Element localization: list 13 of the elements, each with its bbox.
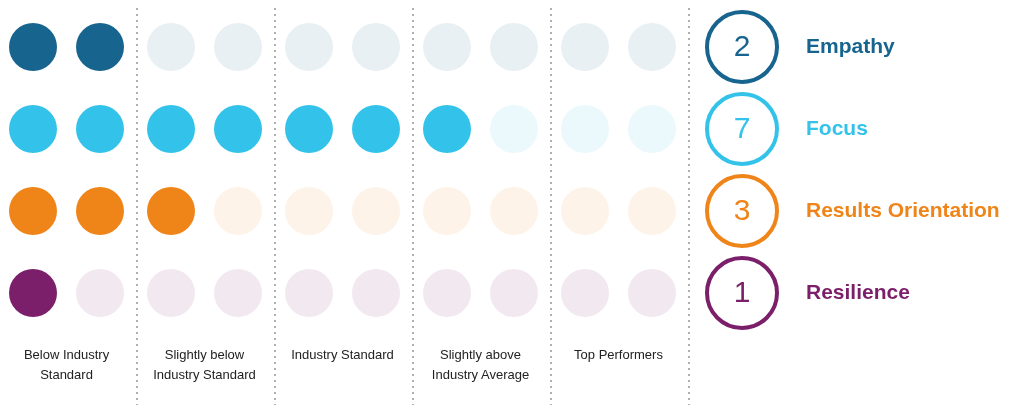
data-label: 2 (733, 29, 751, 63)
text: Industry Standard (291, 346, 394, 362)
category-label: Results Orientation (806, 197, 1000, 221)
text: Slightly above Industry Average (431, 346, 530, 382)
category-label: Focus (806, 115, 868, 139)
data-label: 7 (733, 111, 751, 145)
text: Slightly below Industry Standard (153, 346, 256, 382)
data-label: 3 (733, 193, 751, 227)
text: Top Performers (574, 346, 664, 362)
text: Below Industry Standard (23, 346, 110, 382)
category-label: Resilience (806, 279, 910, 303)
data-label: 1 (733, 275, 751, 309)
category-label: Empathy (806, 33, 896, 57)
